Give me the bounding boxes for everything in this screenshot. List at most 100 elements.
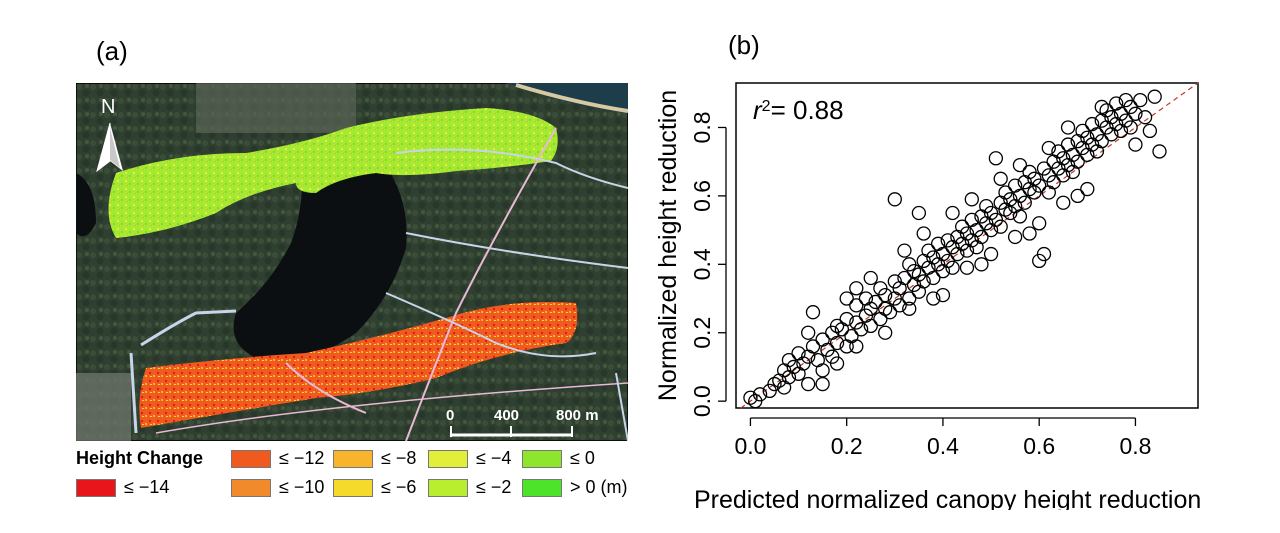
- data-point: [892, 298, 907, 313]
- legend-label: ≤ −4: [476, 448, 512, 468]
- legend-item: ≤ −8: [333, 448, 416, 469]
- data-point: [911, 205, 927, 221]
- legend-swatch: [522, 449, 562, 468]
- data-point: [897, 270, 912, 286]
- data-point: [849, 281, 864, 296]
- satellite-map: N 0 400 800 m: [76, 83, 628, 441]
- data-point: [1012, 157, 1028, 173]
- data-point: [983, 246, 999, 262]
- data-point: [878, 301, 893, 316]
- legend-item: ≤ −6: [333, 477, 416, 498]
- r2-sup: 2: [762, 98, 771, 115]
- north-arrow-icon: [96, 122, 123, 173]
- scale-tick-800: 800 m: [556, 407, 599, 424]
- legend-item: ≤ −10: [231, 477, 324, 498]
- data-point: [993, 171, 1008, 186]
- y-tick-label: 0.2: [689, 317, 715, 349]
- data-point: [974, 257, 989, 272]
- r2-annotation: r2= 0.88: [753, 95, 844, 125]
- data-point: [1060, 120, 1076, 135]
- data-point: [1017, 195, 1032, 210]
- data-point: [1032, 216, 1047, 231]
- data-point: [853, 322, 869, 337]
- data-point: [1036, 246, 1052, 262]
- legend-item: ≤ −4: [428, 448, 511, 469]
- data-point: [829, 318, 845, 334]
- data-point: [815, 332, 830, 347]
- data-point: [926, 270, 941, 286]
- data-point: [916, 274, 931, 289]
- plot-area: [735, 82, 1199, 409]
- data-point: [882, 305, 898, 320]
- data-point: [805, 305, 821, 320]
- data-point: [1012, 209, 1028, 224]
- data-point: [801, 325, 816, 340]
- data-point: [878, 287, 893, 303]
- legend-swatch: [333, 478, 373, 497]
- r2-r: r: [753, 95, 763, 125]
- legend-label: ≤ −8: [381, 448, 417, 468]
- data-point: [945, 260, 960, 275]
- data-point: [815, 363, 830, 378]
- data-point: [1152, 144, 1167, 159]
- data-point: [844, 329, 859, 344]
- data-point: [829, 335, 845, 351]
- legend-swatch: [333, 449, 373, 468]
- y-axis: 0.0 0.2 0.4 0.6 0.8: [689, 111, 727, 417]
- data-point: [993, 219, 1008, 234]
- data-point: [1094, 99, 1109, 115]
- data-point: [1046, 175, 1061, 190]
- panel-b-label: (b): [728, 30, 760, 60]
- x-tick-label: 0.6: [1023, 433, 1055, 459]
- data-point: [815, 376, 830, 392]
- data-point: [743, 390, 758, 405]
- reference-line: [740, 82, 1199, 409]
- data-point: [1032, 178, 1047, 193]
- data-point: [902, 291, 917, 306]
- legend-swatch: [76, 478, 116, 497]
- data-point: [829, 356, 845, 371]
- data-point: [1007, 229, 1023, 245]
- y-tick-label: 0.0: [689, 385, 715, 417]
- data-point: [849, 298, 864, 313]
- data-point: [916, 226, 931, 241]
- data-point: [849, 339, 864, 354]
- scatter-plot: 0.0 0.2 0.4 0.6 0.8 0.0 0.2 0.4 0.6 0.8 r2= 0.88…: [654, 82, 1201, 510]
- data-points: [743, 89, 1167, 409]
- data-point: [945, 205, 960, 221]
- x-tick-label: 0.0: [734, 433, 766, 459]
- data-point: [801, 376, 816, 392]
- data-point: [767, 376, 782, 392]
- legend-swatch: [428, 478, 468, 497]
- data-point: [863, 270, 878, 286]
- data-point: [988, 151, 1004, 166]
- legend-item: ≤ −12: [231, 448, 324, 469]
- north-label: N: [101, 96, 115, 118]
- data-point: [873, 311, 888, 327]
- legend-label: ≤ −2: [476, 477, 512, 497]
- legend-item: ≤ −2: [428, 477, 511, 498]
- data-point: [752, 387, 768, 402]
- legend-label: ≤ −14: [124, 477, 170, 497]
- y-axis-label: Normalized height reduction: [654, 90, 682, 401]
- data-point: [1022, 226, 1037, 241]
- legend-item: ≤ 0: [522, 448, 595, 469]
- data-point: [863, 318, 878, 334]
- y-tick-label: 0.6: [689, 180, 715, 212]
- legend-label: ≤ −6: [381, 477, 417, 497]
- y-tick-label: 0.8: [689, 111, 715, 143]
- data-point: [1056, 195, 1071, 210]
- data-point: [1133, 92, 1148, 108]
- data-point: [897, 243, 912, 258]
- data-point: [887, 192, 902, 207]
- data-point: [1147, 89, 1162, 104]
- data-point: [1070, 188, 1085, 204]
- x-tick-label: 0.4: [927, 433, 959, 459]
- scale-bar: 0 400 800 m: [446, 407, 599, 437]
- legend-swatch: [231, 449, 271, 468]
- data-point: [839, 291, 854, 306]
- data-point: [839, 311, 854, 327]
- data-point: [906, 264, 922, 279]
- data-point: [878, 325, 893, 340]
- legend-label: ≤ 0: [570, 448, 595, 468]
